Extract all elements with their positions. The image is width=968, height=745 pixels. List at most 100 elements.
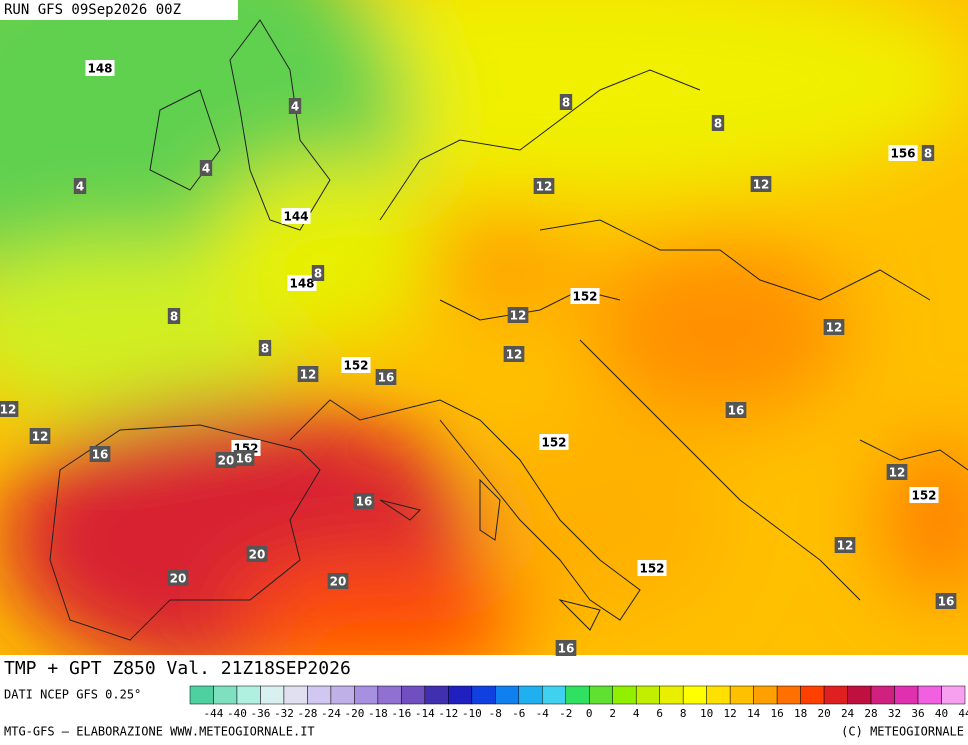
label-box (341, 357, 371, 373)
colorbar-cell (471, 685, 496, 705)
map-label: 4 (291, 100, 299, 114)
label-box (539, 434, 569, 450)
label-box (834, 537, 856, 553)
colorbar-label: 40 (935, 707, 948, 720)
map-label: 12 (300, 368, 317, 382)
colorbar-label: 18 (794, 707, 807, 720)
label-box (199, 160, 213, 176)
footer-left: MTG-GFS – ELABORAZIONE WWW.METEOGIORNALE… (4, 725, 315, 739)
colorbar-label: 8 (680, 707, 687, 720)
label-box (555, 640, 577, 656)
label-box (73, 178, 87, 194)
colorbar-cell (894, 685, 919, 705)
colorbar-label: -10 (462, 707, 482, 720)
map-label: 12 (506, 348, 523, 362)
colorbar-cell (236, 685, 261, 705)
label-box (311, 265, 325, 281)
label-box (29, 428, 51, 444)
colorbar-label: -4 (536, 707, 550, 720)
map-label: 148 (289, 277, 314, 291)
colorbar-cell (941, 685, 966, 705)
map-label: 12 (837, 539, 854, 553)
colorbar-label: -44 (204, 707, 224, 720)
map-label: 8 (261, 342, 269, 356)
colorbar-cell (682, 685, 707, 705)
colorbar-cell (377, 685, 402, 705)
map-label: 4 (202, 162, 210, 176)
label-box (246, 546, 268, 562)
colorbar-label: 36 (911, 707, 924, 720)
label-box (167, 308, 181, 324)
map-label: 4 (76, 180, 84, 194)
source-label: DATI NCEP GFS 0.25° (4, 688, 141, 702)
label-box (85, 60, 115, 76)
colorbar-cell (635, 685, 660, 705)
map-label: 8 (170, 310, 178, 324)
colorbar-cell (424, 685, 449, 705)
label-box (281, 208, 311, 224)
colorbar-cell (706, 685, 731, 705)
map-label: 16 (236, 452, 253, 466)
colorbar-label: -28 (297, 707, 317, 720)
colorbar-label: 20 (817, 707, 830, 720)
label-box (233, 450, 255, 466)
colorbar-cell (283, 685, 308, 705)
map-label: 12 (510, 309, 527, 323)
colorbar-label: 44 (958, 707, 968, 720)
map-label: 156 (890, 147, 915, 161)
colorbar-label: -12 (438, 707, 458, 720)
colorbar-cell (753, 685, 778, 705)
colorbar-label: 10 (700, 707, 713, 720)
map-label: 152 (541, 436, 566, 450)
map-label: 152 (639, 562, 664, 576)
colorbar-label: -24 (321, 707, 341, 720)
colorbar-label: 16 (770, 707, 783, 720)
label-box (215, 452, 237, 468)
label-box (507, 307, 529, 323)
colorbar-label: -16 (391, 707, 411, 720)
map-label: 16 (558, 642, 575, 656)
colorbar-cell (307, 685, 332, 705)
run-box (0, 0, 238, 20)
label-box (288, 98, 302, 114)
map-label: 152 (911, 489, 936, 503)
map-label: 12 (753, 178, 770, 192)
colorbar-label: 2 (609, 707, 616, 720)
colorbar-label: 6 (656, 707, 663, 720)
colorbar-cell (800, 685, 825, 705)
colorbar-label: 4 (633, 707, 640, 720)
map-label: 152 (343, 359, 368, 373)
colorbar-label: 12 (724, 707, 737, 720)
colorbar-label: -36 (251, 707, 271, 720)
colorbar-label: -40 (227, 707, 247, 720)
colorbar-cell (588, 685, 613, 705)
label-box (909, 487, 939, 503)
map-label: 16 (938, 595, 955, 609)
label-box (89, 446, 111, 462)
colorbar-cell (729, 685, 754, 705)
colorbar-label: 14 (747, 707, 761, 720)
label-box (570, 288, 600, 304)
run-label: RUN GFS 09Sep2026 00Z (4, 2, 181, 18)
map-label: 20 (218, 454, 235, 468)
colorbar-cell (448, 685, 473, 705)
map-label: 8 (314, 267, 322, 281)
map-label: 20 (249, 548, 266, 562)
label-box (886, 464, 908, 480)
colorbar-cell (330, 685, 355, 705)
map-label: 12 (536, 180, 553, 194)
colorbar-label: 0 (586, 707, 593, 720)
colorbar-label: 28 (864, 707, 877, 720)
label-box (823, 319, 845, 335)
label-box (533, 178, 555, 194)
label-box (725, 402, 747, 418)
colorbar-cell (847, 685, 872, 705)
label-box (258, 340, 272, 356)
colorbar-cell (354, 685, 379, 705)
colorbar-label: -18 (368, 707, 388, 720)
colorbar-cell (776, 685, 801, 705)
label-box (935, 593, 957, 609)
label-box (750, 176, 772, 192)
colorbar-label: -2 (559, 707, 572, 720)
colorbar-cell (518, 685, 543, 705)
